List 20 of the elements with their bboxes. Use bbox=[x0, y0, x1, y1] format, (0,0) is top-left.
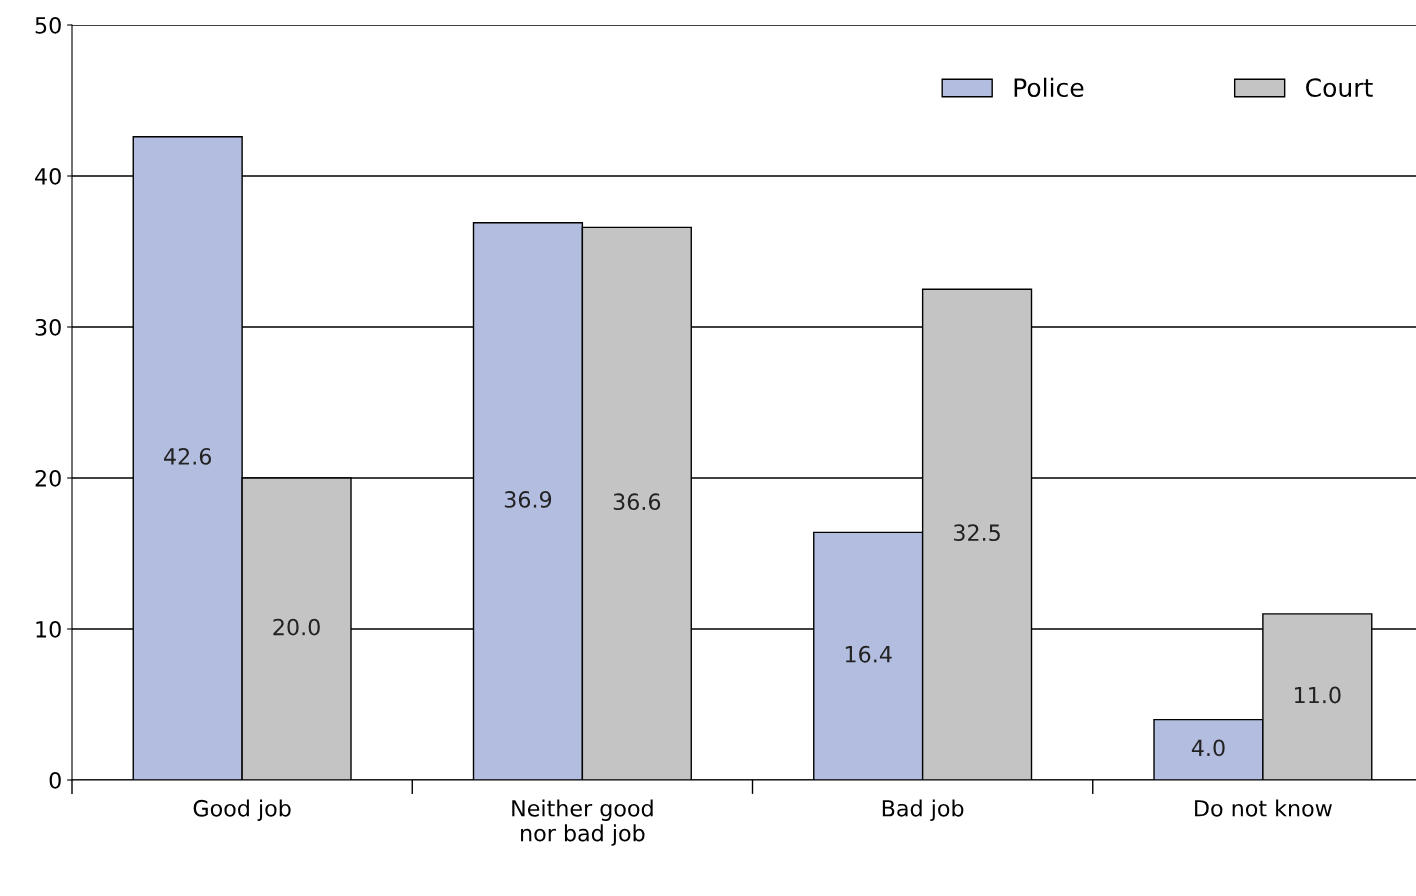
data-label: 4.0 bbox=[1191, 739, 1225, 757]
data-label: 42.6 bbox=[164, 448, 212, 465]
x-tick-label: Do not know bbox=[1195, 799, 1332, 817]
legend-label: Police bbox=[1014, 77, 1084, 98]
x-tick-label: Bad job bbox=[882, 799, 964, 821]
data-label: 20.0 bbox=[273, 618, 320, 636]
data-label: 36.6 bbox=[613, 493, 661, 511]
data-label: 11.0 bbox=[1295, 686, 1341, 704]
y-tick-label: 40 bbox=[35, 167, 61, 185]
data-label: 36.9 bbox=[504, 491, 552, 508]
data-label: 16.4 bbox=[845, 645, 892, 663]
y-tick-label: 30 bbox=[35, 318, 61, 336]
data-label: 32.5 bbox=[954, 524, 1000, 542]
y-tick-label: 50 bbox=[35, 16, 61, 34]
y-tick-label: 0 bbox=[49, 771, 61, 789]
y-tick-label: 10 bbox=[36, 620, 61, 638]
legend-label: Court bbox=[1306, 78, 1373, 98]
x-tick-label: Neither good nor bad job bbox=[512, 799, 653, 846]
x-tick-label: Good job bbox=[193, 799, 291, 821]
y-tick-label: 20 bbox=[35, 469, 61, 487]
